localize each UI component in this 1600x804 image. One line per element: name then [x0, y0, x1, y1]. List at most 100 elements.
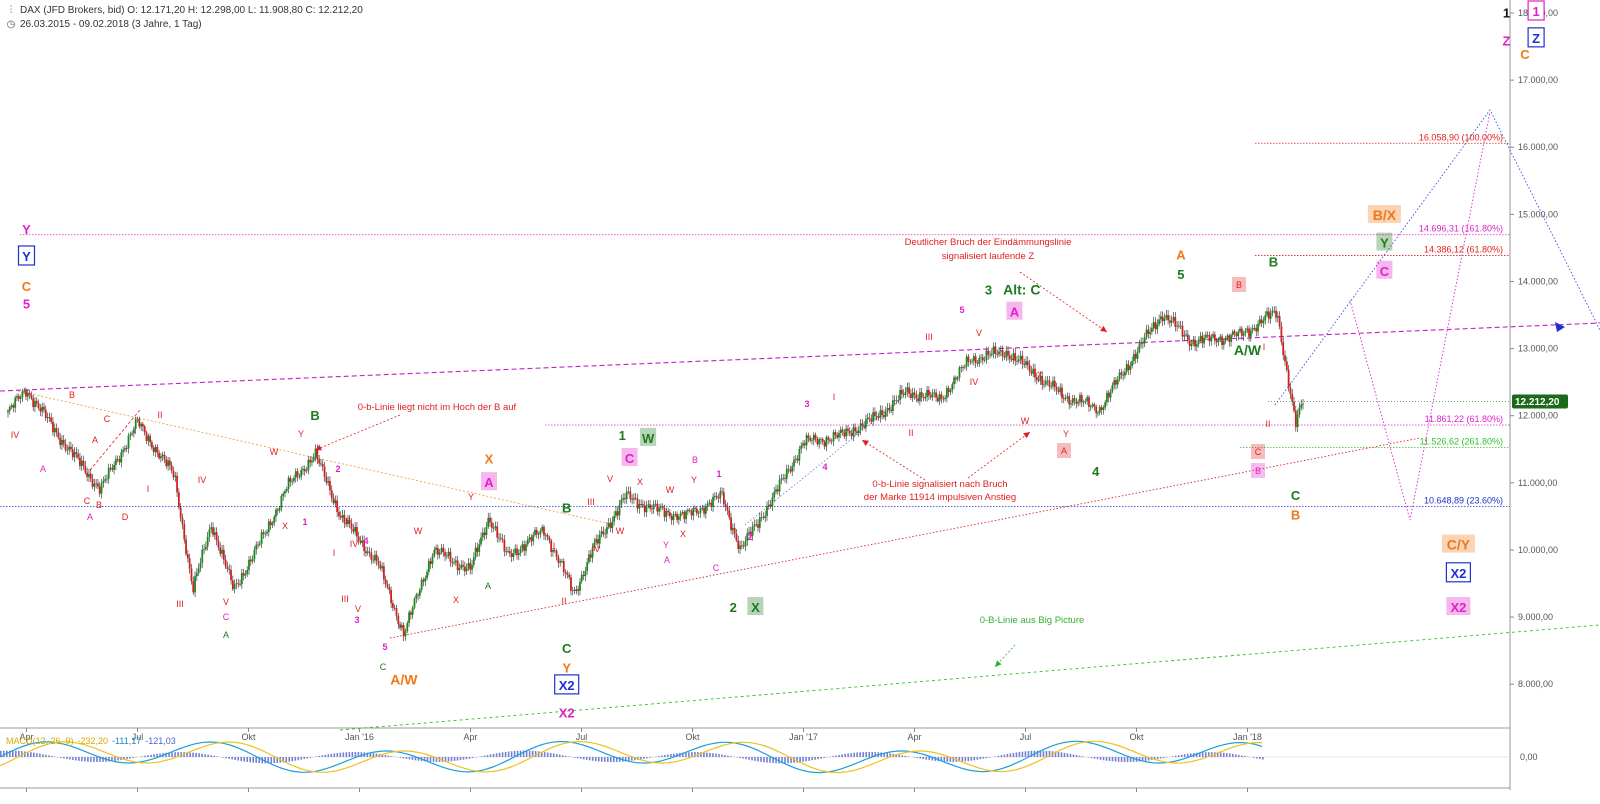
wave-label-box	[1445, 562, 1472, 583]
sub-wave-label: C	[104, 414, 111, 424]
candle-body	[778, 479, 781, 492]
candle-body	[21, 391, 24, 398]
sub-wave-label: II	[561, 596, 566, 606]
macd-bar	[150, 754, 152, 757]
y-tick-label: 9.000,00	[1518, 612, 1553, 622]
sub-wave-label: 3	[804, 399, 809, 409]
candle-body	[852, 427, 855, 437]
wave-label: C	[1380, 264, 1390, 279]
candle-body	[275, 509, 277, 517]
candle-body	[93, 483, 96, 487]
arrow-to-b-high	[314, 414, 401, 451]
candle-body	[875, 415, 878, 418]
candle-body	[271, 523, 274, 526]
macd-bar	[510, 751, 513, 757]
macd-bar	[703, 752, 705, 757]
macd-bar	[525, 750, 528, 757]
candle-body	[593, 542, 596, 548]
sub-wave-box	[1232, 277, 1246, 292]
macd-bar	[1183, 754, 1186, 757]
candle-body	[980, 357, 982, 359]
candle-body	[904, 391, 907, 395]
candle-body	[422, 579, 425, 582]
candle-body	[697, 513, 700, 514]
candle-body	[176, 475, 178, 493]
candle-body	[300, 470, 303, 477]
macd-bar	[832, 756, 834, 757]
candle-body	[1084, 401, 1087, 403]
candle-body	[397, 615, 400, 625]
candle-body	[1142, 342, 1144, 344]
sub-wave-label: II	[908, 428, 913, 438]
candle-body	[595, 539, 598, 543]
candle-body	[327, 481, 330, 483]
macd-bar	[715, 753, 717, 757]
candle-body	[41, 406, 44, 412]
macd-bar	[694, 752, 696, 757]
candle-body	[850, 433, 853, 437]
macd-bar	[1114, 757, 1117, 762]
candle-body	[1124, 371, 1126, 376]
candle-body	[478, 544, 481, 552]
candle-body	[701, 507, 704, 509]
candle-body	[28, 392, 31, 395]
candle-body	[19, 397, 22, 400]
candle-body	[436, 547, 439, 555]
candle-body	[471, 564, 473, 570]
candle-body	[278, 507, 281, 511]
candle-body	[901, 389, 903, 395]
macd-value-macd: -232,20	[78, 736, 109, 746]
candle-body	[625, 491, 628, 500]
macd-bar	[1096, 757, 1099, 760]
macd-bar	[471, 757, 474, 759]
candle-body	[947, 388, 950, 393]
candle-body	[818, 439, 821, 445]
candle-body	[1257, 323, 1259, 332]
wave-label: B	[1269, 254, 1278, 269]
macd-bar	[402, 757, 405, 759]
candle-body	[1138, 344, 1141, 352]
candle-body	[494, 526, 497, 529]
candle-body	[668, 512, 671, 517]
candle-body	[1260, 319, 1263, 324]
candle-body	[442, 547, 445, 553]
candle-body	[1233, 331, 1236, 334]
macd-bar	[27, 751, 29, 757]
candle-body	[676, 513, 678, 520]
candle-body	[856, 431, 858, 434]
candle-body	[435, 547, 437, 550]
candle-body	[963, 366, 966, 368]
macd-bar	[1009, 753, 1012, 757]
y-tick-label: 12.000,00	[1518, 411, 1558, 421]
candle-body	[318, 459, 321, 464]
candle-body	[1116, 379, 1119, 385]
macd-bar	[237, 757, 239, 761]
macd-bar	[985, 757, 988, 759]
candle-body	[525, 544, 527, 551]
macd-bar	[627, 757, 630, 762]
sub-wave-label: 1	[716, 469, 721, 479]
candle-body	[1300, 404, 1303, 408]
candle-body	[931, 392, 934, 398]
y-tick-label: 8.000,00	[1518, 679, 1553, 689]
macd-bar	[883, 752, 885, 757]
candle-body	[566, 573, 569, 576]
candle-body	[622, 498, 625, 500]
sub-wave-label: B	[1255, 466, 1261, 476]
candle-body	[809, 437, 812, 441]
candle-body	[1197, 340, 1200, 345]
candle-body	[893, 400, 896, 402]
candle-body	[357, 536, 360, 541]
candle-body	[1061, 387, 1063, 399]
candle-body	[902, 394, 905, 395]
macd-bar	[540, 751, 543, 757]
macd-bar	[381, 754, 384, 757]
candle-body	[1246, 328, 1249, 331]
macd-bar	[865, 751, 867, 757]
candle-body	[260, 532, 263, 544]
macd-bar	[156, 753, 158, 757]
macd-bar	[835, 755, 837, 757]
candle-body	[248, 559, 250, 570]
macd-bar	[721, 754, 723, 757]
candle-body	[803, 443, 806, 446]
